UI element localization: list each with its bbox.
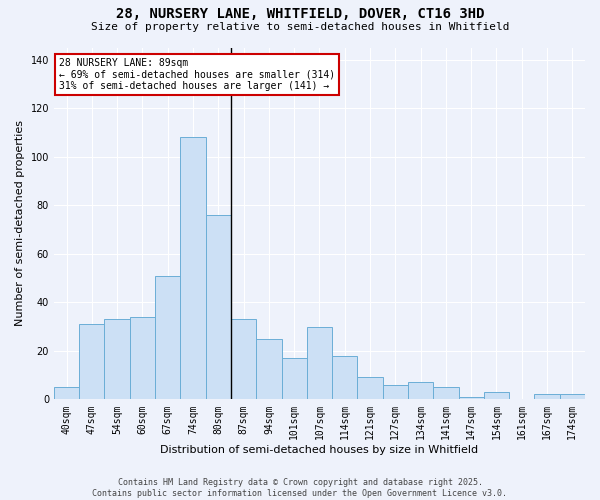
Bar [54,387,79,400]
Text: Contains HM Land Registry data © Crown copyright and database right 2025.
Contai: Contains HM Land Registry data © Crown c… [92,478,508,498]
Bar [332,356,358,400]
Bar [130,317,155,400]
Text: 28, NURSERY LANE, WHITFIELD, DOVER, CT16 3HD: 28, NURSERY LANE, WHITFIELD, DOVER, CT16… [116,8,484,22]
Bar [79,324,104,400]
Bar [256,338,281,400]
Bar [484,392,509,400]
Bar [458,397,484,400]
Bar [408,382,433,400]
Bar [358,378,383,400]
Bar [281,358,307,400]
Bar [206,215,231,400]
Bar [104,320,130,400]
Bar [535,394,560,400]
Bar [307,326,332,400]
Bar [181,138,206,400]
Bar [231,320,256,400]
Text: Size of property relative to semi-detached houses in Whitfield: Size of property relative to semi-detach… [91,22,509,32]
X-axis label: Distribution of semi-detached houses by size in Whitfield: Distribution of semi-detached houses by … [160,445,479,455]
Bar [383,385,408,400]
Bar [433,387,458,400]
Bar [155,276,181,400]
Y-axis label: Number of semi-detached properties: Number of semi-detached properties [15,120,25,326]
Bar [560,394,585,400]
Text: 28 NURSERY LANE: 89sqm
← 69% of semi-detached houses are smaller (314)
31% of se: 28 NURSERY LANE: 89sqm ← 69% of semi-det… [59,58,335,92]
